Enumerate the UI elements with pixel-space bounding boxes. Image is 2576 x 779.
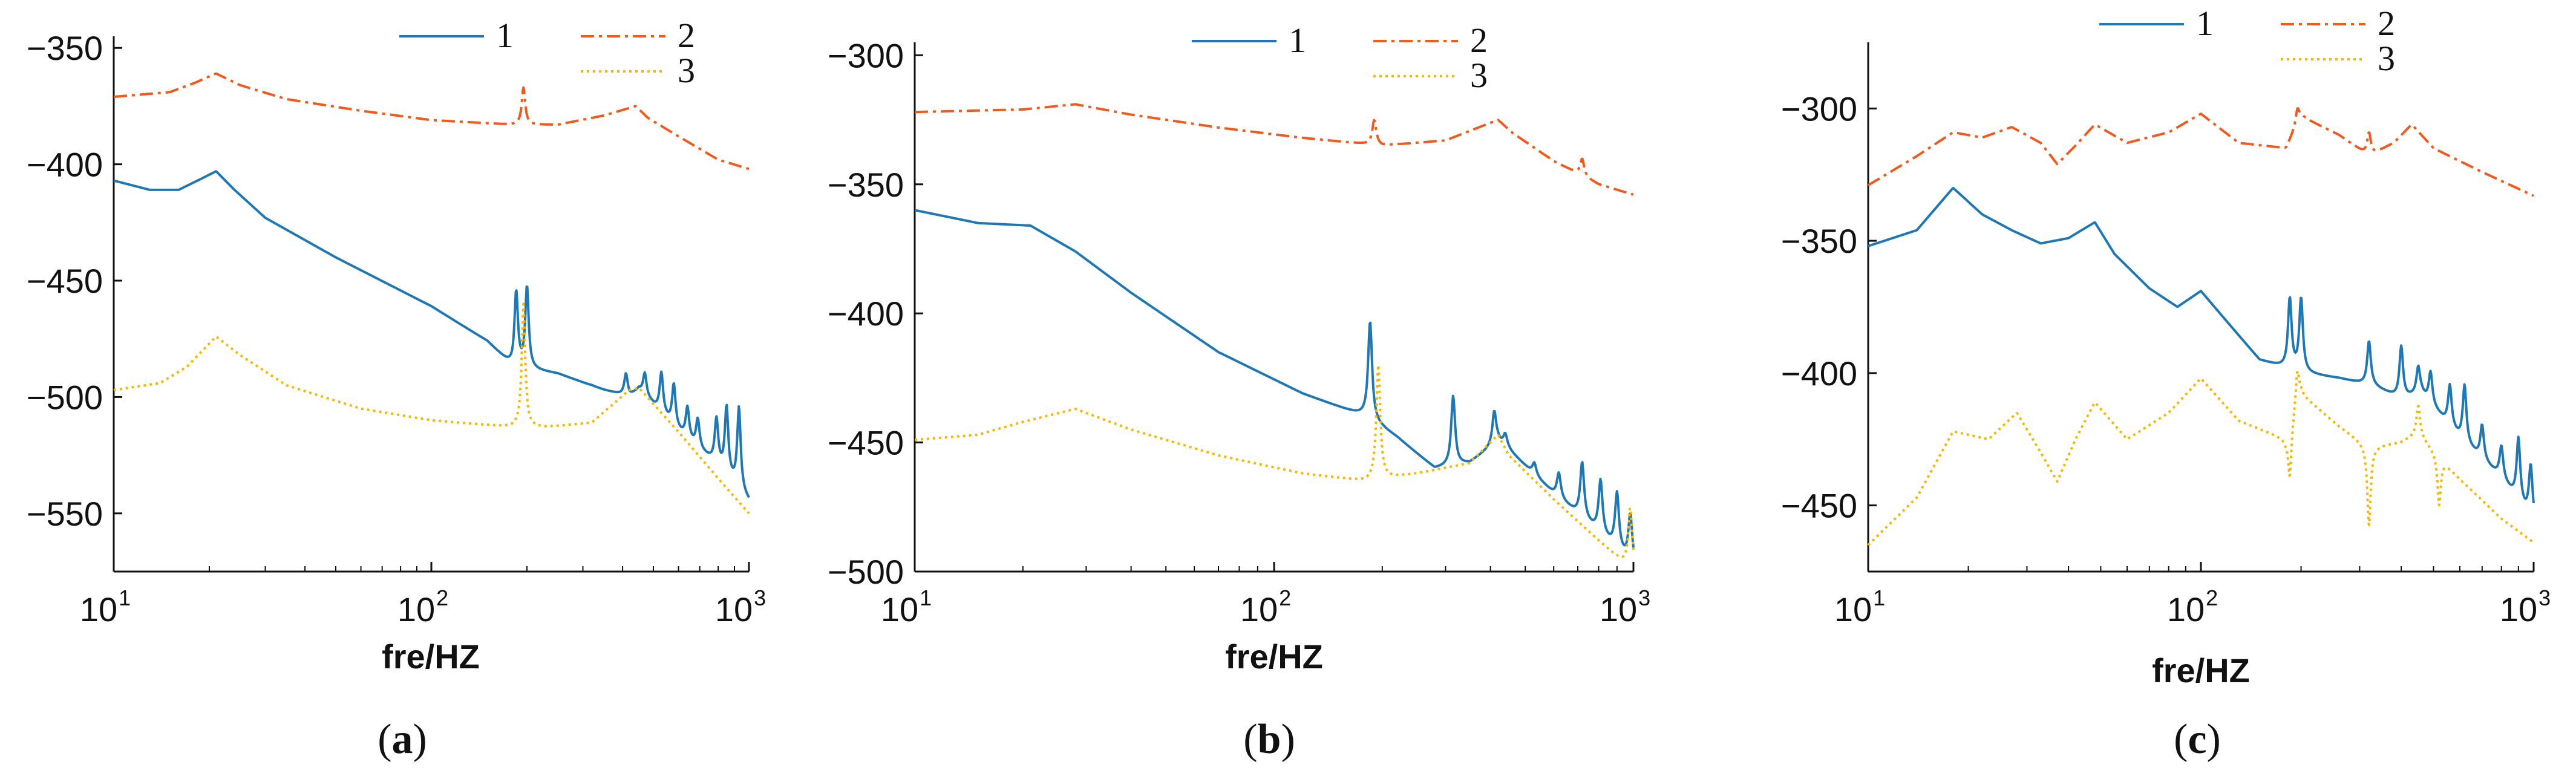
- series-line-1: [914, 209, 1635, 548]
- legend-label-3: 3: [1470, 56, 1488, 95]
- y-tick-label: −450: [1781, 487, 1857, 525]
- y-tick-label: −300: [828, 36, 904, 74]
- series-line-3: [914, 363, 1635, 558]
- series-line-1: [113, 170, 750, 498]
- x-tick-label: 101: [881, 585, 932, 628]
- series-line-3: [1867, 370, 2535, 546]
- x-axis-label: fre/HZ: [2152, 651, 2250, 689]
- legend: 1 23: [399, 16, 695, 90]
- y-tick-label: −400: [1781, 354, 1857, 393]
- x-tick-label: 102: [397, 585, 448, 628]
- x-tick-label: 102: [2167, 585, 2218, 628]
- panel-label: (c): [2174, 716, 2221, 763]
- legend-label-3: 3: [2378, 39, 2395, 78]
- chart-panel-c: −300 −350 −400 −450 101 102 103 fre/HZ (c) 1 23: [1781, 4, 2551, 763]
- series-line-3: [113, 302, 750, 515]
- y-tick-label: −400: [27, 146, 103, 184]
- y-tick-label: −550: [27, 495, 103, 533]
- y-tick-label: −350: [828, 166, 904, 204]
- legend-label-2: 2: [1470, 21, 1488, 60]
- x-tick-label: 102: [1240, 585, 1291, 628]
- series-line-2: [1868, 107, 2534, 197]
- legend-label-1: 1: [2196, 4, 2214, 43]
- x-axis-label: fre/HZ: [1225, 637, 1323, 676]
- panel-label: (b): [1243, 716, 1295, 763]
- y-tick-label: −450: [27, 262, 103, 300]
- x-tick-label: 103: [715, 585, 766, 628]
- panel-label: (a): [378, 716, 427, 763]
- x-tick-label: 101: [1834, 585, 1885, 628]
- series-line-2: [113, 72, 750, 171]
- x-tick-label: 103: [1600, 585, 1650, 628]
- y-tick-label: −400: [828, 295, 904, 333]
- y-tick-label: −350: [27, 29, 103, 67]
- legend-label-3: 3: [678, 51, 695, 90]
- y-tick-label: −300: [1781, 90, 1857, 128]
- x-tick-label: 101: [80, 585, 131, 628]
- chart-panel-a: −350 −400 −450 −500 −550 101 102 103 fre/HZ (a) 1 2…: [27, 16, 766, 763]
- series-line-1: [1868, 187, 2535, 504]
- y-tick-label: −350: [1781, 222, 1857, 260]
- y-tick-label: −450: [828, 424, 904, 462]
- legend-label-1: 1: [496, 16, 514, 55]
- legend-label-1: 1: [1289, 21, 1306, 60]
- legend-label-2: 2: [2378, 4, 2395, 43]
- series-line-2: [914, 103, 1634, 196]
- legend: 1 23: [2099, 4, 2395, 78]
- legend-label-2: 2: [678, 16, 695, 55]
- y-tick-label: −500: [27, 378, 103, 416]
- x-axis-label: fre/HZ: [382, 637, 480, 676]
- y-tick-label: −500: [828, 553, 904, 591]
- legend: 1 23: [1192, 21, 1488, 95]
- x-tick-label: 103: [2500, 585, 2551, 628]
